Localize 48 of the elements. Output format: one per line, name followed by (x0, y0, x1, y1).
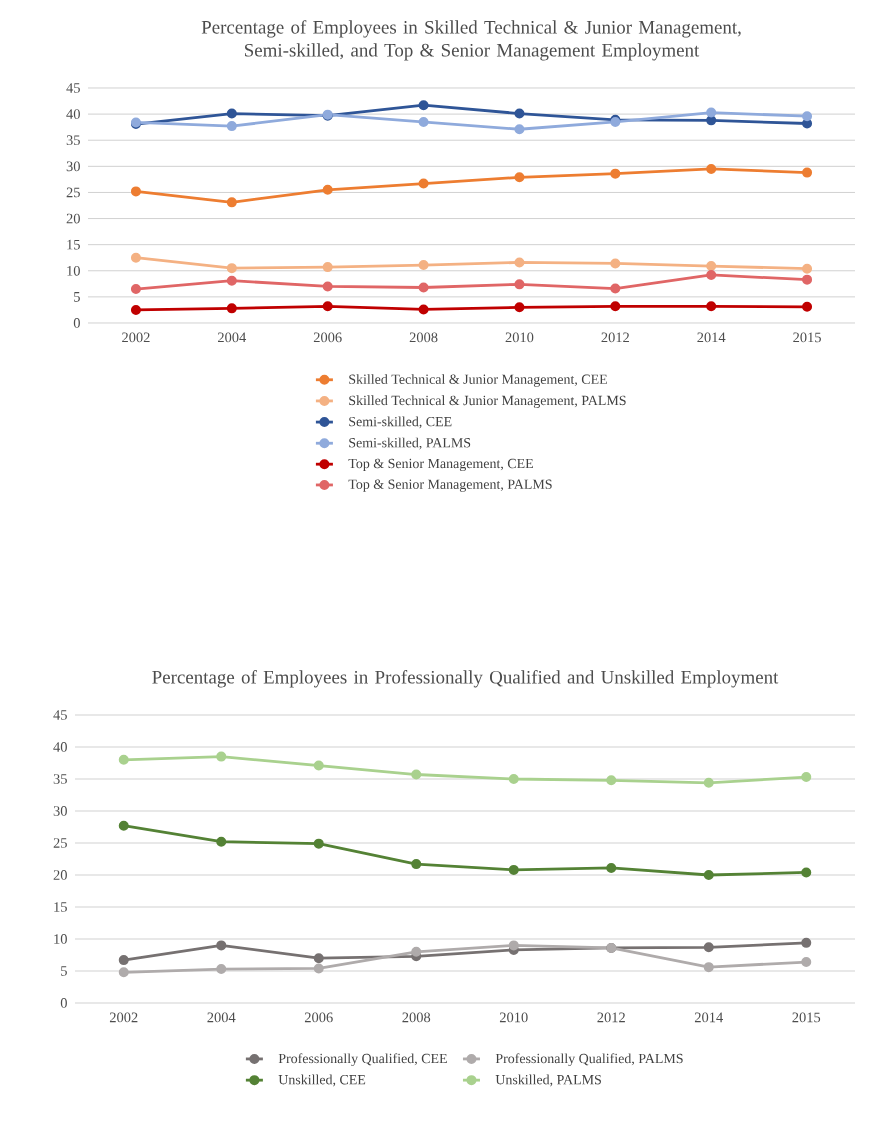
y-tick-label: 25 (66, 187, 80, 198)
x-tick-label: 2002 (122, 332, 150, 343)
y-tick-label: 30 (53, 806, 67, 816)
x-tick-label: 2015 (792, 1012, 821, 1023)
y-tick-label: 30 (66, 161, 80, 172)
legend-label: Top & Senior Management, PALMS (348, 479, 552, 492)
legend-label: Skilled Technical & Junior Management, PALMS (349, 395, 626, 409)
y-tick-label: 25 (53, 838, 67, 848)
y-tick-label: 10 (54, 934, 67, 944)
y-tick-label: 45 (53, 710, 67, 720)
x-tick-label: 2012 (597, 1012, 625, 1023)
legend-label: Professionally Qualified, PALMS (495, 1053, 683, 1067)
y-tick-label: 0 (60, 998, 67, 1008)
x-tick-label: 2010 (505, 332, 534, 343)
x-tick-label: 2002 (109, 1012, 138, 1023)
y-tick-label: 15 (67, 239, 80, 250)
legend-label: Unskilled, PALMS (495, 1074, 601, 1087)
y-tick-label: 20 (66, 213, 80, 224)
x-tick-label: 2008 (409, 332, 438, 343)
legend-label: Semi-skilled, PALMS (349, 437, 471, 450)
y-tick-label: 40 (53, 742, 67, 752)
y-tick-label: 20 (53, 870, 67, 880)
x-tick-label: 2006 (313, 332, 342, 343)
x-tick-label: 2010 (499, 1012, 528, 1023)
x-tick-label: 2014 (694, 1012, 723, 1023)
x-tick-label: 2004 (207, 1012, 236, 1023)
y-tick-label: 45 (66, 83, 80, 93)
legend-label: Top & Senior Management, CEE (348, 458, 533, 472)
x-tick-label: 2015 (793, 332, 821, 343)
y-tick-label: 10 (67, 265, 80, 276)
y-tick-label: 35 (66, 135, 80, 146)
legend-label: Unskilled, CEE (278, 1074, 366, 1087)
y-tick-label: 5 (61, 966, 67, 976)
y-tick-label: 15 (54, 902, 67, 912)
x-tick-label: 2006 (304, 1012, 333, 1023)
chart-title: Percentage of Employees in Professionally Qualified and Unskilled Employment (152, 670, 779, 688)
x-tick-label: 2014 (697, 332, 726, 343)
x-tick-label: 2008 (402, 1012, 431, 1023)
legend-label: Skilled Technical & Junior Management, CEE (349, 374, 607, 387)
y-tick-label: 5 (74, 292, 80, 302)
chart-title: Percentage of Employees in Skilled Technical & Junior Management, Semi-skilled, and Top & Senior Management Employment (201, 20, 741, 61)
x-tick-label: 2004 (218, 332, 247, 343)
y-tick-label: 40 (66, 109, 80, 119)
x-tick-label: 2012 (601, 332, 629, 343)
legend-label: Semi-skilled, CEE (349, 416, 452, 429)
y-tick-label: 35 (53, 774, 67, 784)
y-tick-label: 0 (73, 318, 80, 328)
legend-label: Professionally Qualified, CEE (278, 1053, 447, 1067)
